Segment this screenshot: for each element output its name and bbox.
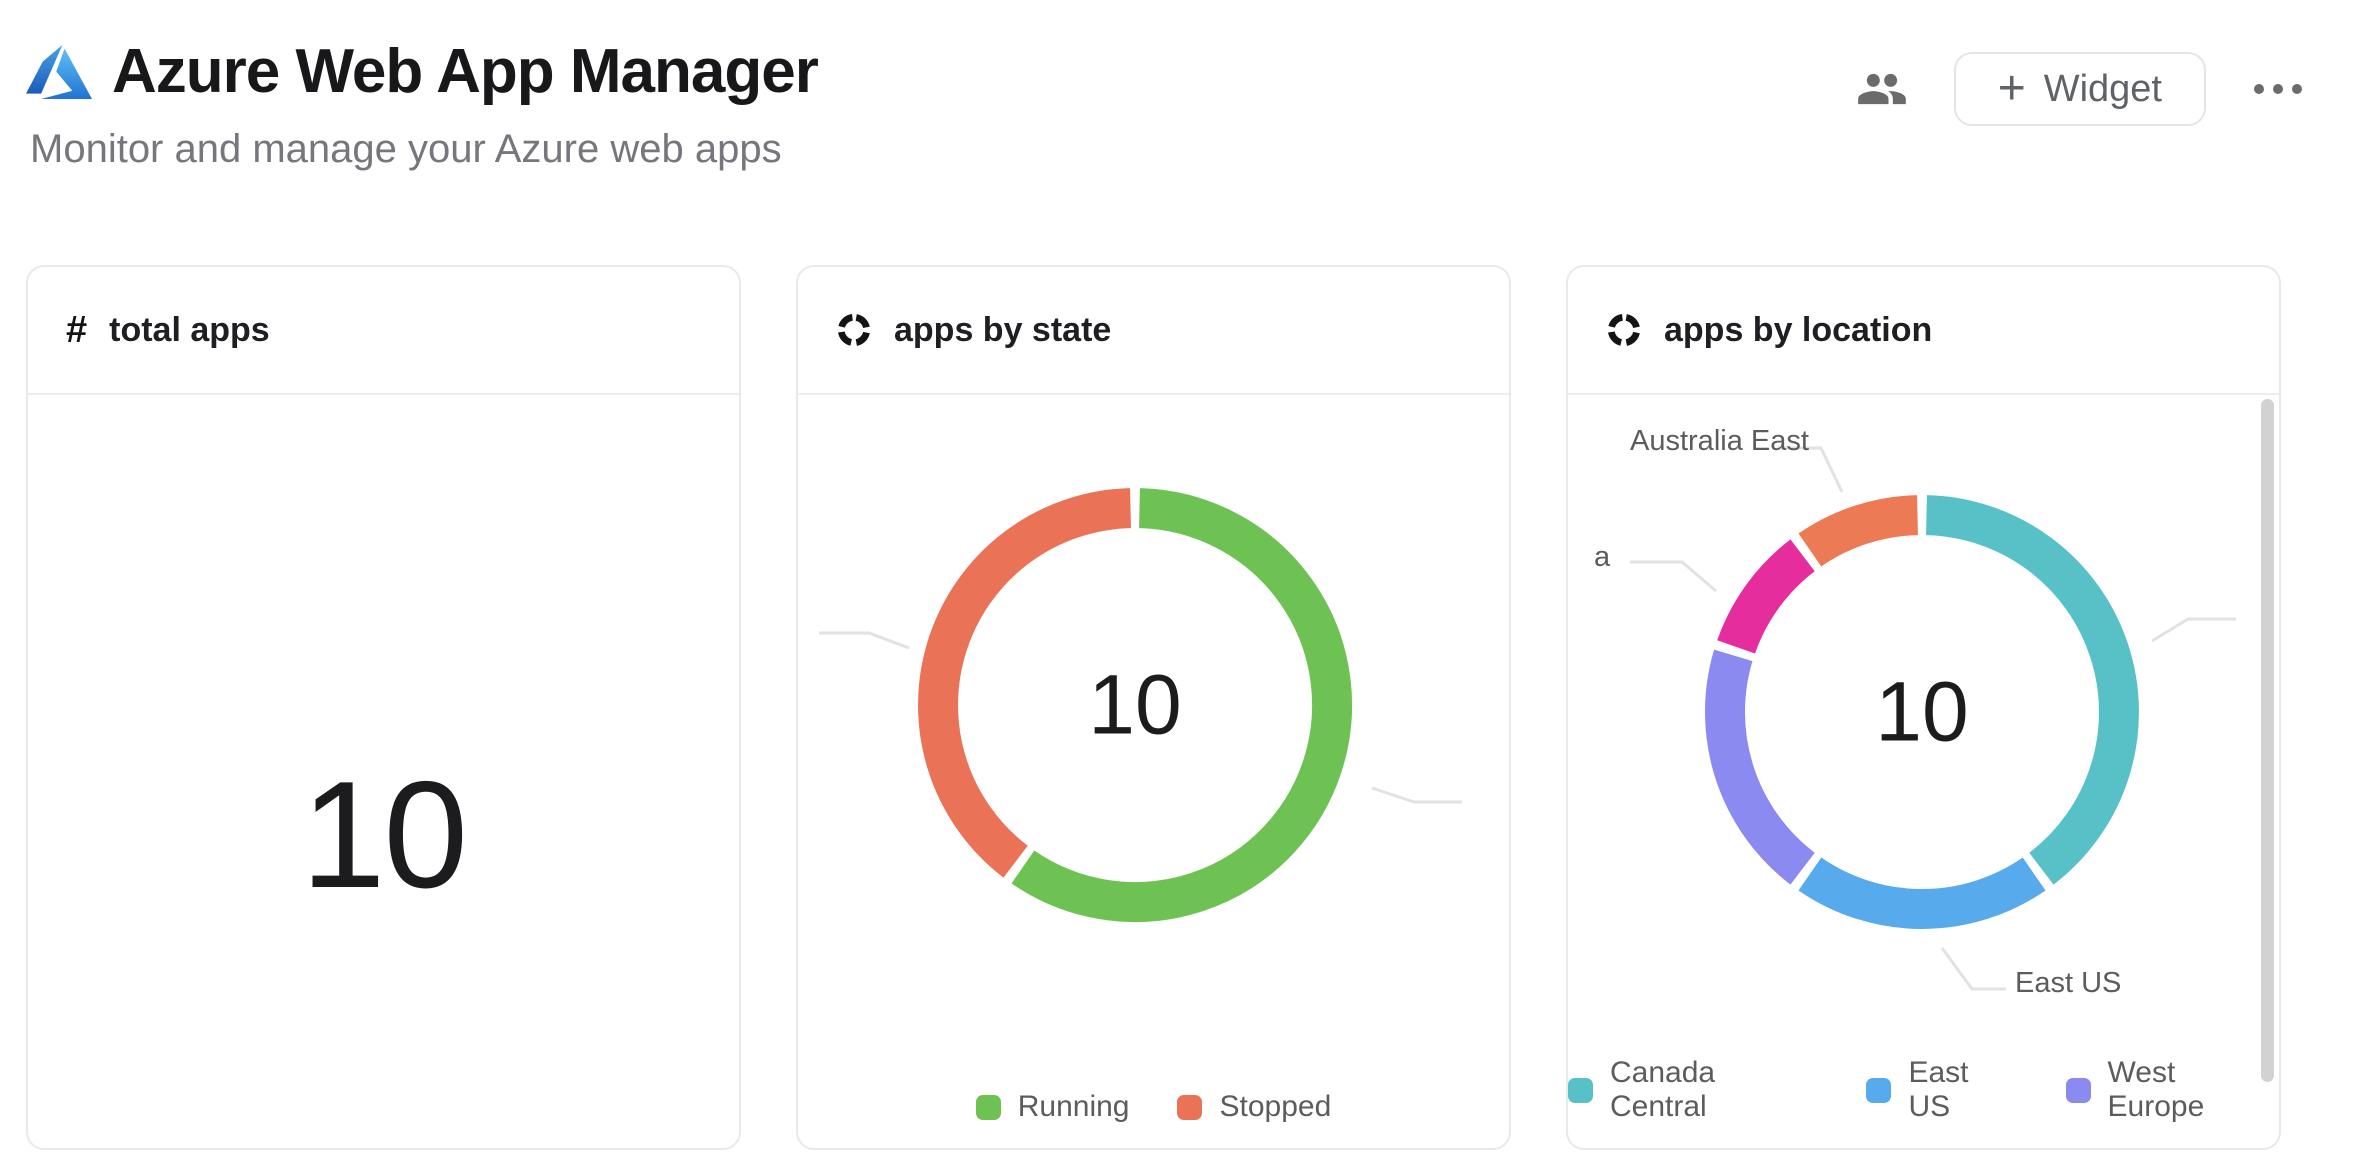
header-actions: + Widget xyxy=(1856,52,2304,126)
legend-item-stopped[interactable]: Stopped xyxy=(1177,1090,1331,1124)
card-total-apps-body: 10 xyxy=(28,395,739,1148)
people-icon[interactable] xyxy=(1856,63,1908,115)
callout-label-east-us: East US xyxy=(2015,967,2122,999)
legend-label-west-europe: West Europe xyxy=(2107,1056,2205,1123)
donut-segment[interactable] xyxy=(1798,857,2046,929)
more-menu-icon[interactable] xyxy=(2252,74,2304,104)
card-apps-by-location-body: 10 Australia East a East US Canada Centr… xyxy=(1568,395,2279,1148)
donut-segment[interactable] xyxy=(918,488,1132,878)
cards-grid: # total apps 10 apps by state 10 Running xyxy=(26,265,2281,1150)
donut-chart-icon xyxy=(837,313,871,347)
legend-item-east-us[interactable]: East US xyxy=(1866,1056,2017,1124)
donut-segment[interactable] xyxy=(1705,649,1815,885)
legend-swatch-west-europe xyxy=(2065,1077,2091,1103)
donut-segment[interactable] xyxy=(1011,488,1353,923)
header-left: Azure Web App Manager Monitor and manage… xyxy=(26,36,819,172)
leader-line xyxy=(2151,617,2236,643)
legend-item-running[interactable]: Running xyxy=(975,1090,1130,1124)
add-widget-button[interactable]: + Widget xyxy=(1953,52,2206,126)
leader-line xyxy=(1940,947,2006,991)
app-header: Azure Web App Manager Monitor and manage… xyxy=(26,36,2304,172)
legend-label-stopped: Stopped xyxy=(1219,1090,1332,1123)
card-apps-by-state: apps by state 10 Running Stopped xyxy=(796,265,1511,1150)
donut-segment[interactable] xyxy=(1798,495,1919,567)
apps-by-state-total: 10 xyxy=(1088,657,1182,752)
legend-item-canada-central[interactable]: Canada Central xyxy=(1568,1056,1818,1124)
donut-chart-icon xyxy=(1607,313,1641,347)
legend-swatch-canada-central xyxy=(1568,1077,1593,1103)
donut-segment[interactable] xyxy=(1925,495,2139,885)
legend-swatch-stopped xyxy=(1177,1094,1203,1120)
vertical-scrollbar-thumb[interactable] xyxy=(2261,399,2274,1082)
donut-chart-apps-by-state xyxy=(918,488,1353,923)
card-title-apps-by-location: apps by location xyxy=(1664,310,1933,349)
page-subtitle: Monitor and manage your Azure web apps xyxy=(30,127,782,171)
legend-label-canada-central: Canada Central xyxy=(1610,1056,1716,1123)
legend-swatch-running xyxy=(975,1094,1001,1120)
callout-label-clipped: a xyxy=(1594,541,1611,573)
apps-by-location-legend: Canada Central East US West Europe xyxy=(1568,1056,2279,1124)
callout-label-australia-east: Australia East xyxy=(1630,425,1809,457)
card-apps-by-location: apps by location 10 Australia East a Eas… xyxy=(1566,265,2281,1150)
hash-icon: # xyxy=(66,308,88,351)
card-title-apps-by-state: apps by state xyxy=(894,310,1112,349)
card-apps-by-state-header: apps by state xyxy=(798,267,1509,395)
plus-icon: + xyxy=(1997,62,2026,115)
card-apps-by-location-header: apps by location xyxy=(1568,267,2279,395)
donut-chart-apps-by-location xyxy=(1705,495,2139,929)
page-title: Azure Web App Manager xyxy=(112,37,819,106)
add-widget-label: Widget xyxy=(2043,67,2162,110)
leader-line xyxy=(819,631,910,650)
card-title-total-apps: total apps xyxy=(109,310,270,349)
donut-segment[interactable] xyxy=(1717,539,1816,654)
card-total-apps: # total apps 10 xyxy=(26,265,741,1150)
apps-by-state-legend: Running Stopped xyxy=(798,1090,1509,1124)
card-total-apps-header: # total apps xyxy=(28,267,739,395)
azure-logo-icon xyxy=(26,44,92,99)
legend-item-west-europe[interactable]: West Europe xyxy=(2065,1056,2279,1124)
apps-by-location-total: 10 xyxy=(1875,664,1969,759)
legend-swatch-east-us xyxy=(1866,1077,1892,1103)
total-apps-value: 10 xyxy=(300,750,468,920)
card-apps-by-state-body: 10 Running Stopped xyxy=(798,395,1509,1148)
leader-line xyxy=(1371,786,1462,804)
legend-label-running: Running xyxy=(1017,1090,1130,1123)
legend-label-east-us: East US xyxy=(1908,1056,1969,1123)
